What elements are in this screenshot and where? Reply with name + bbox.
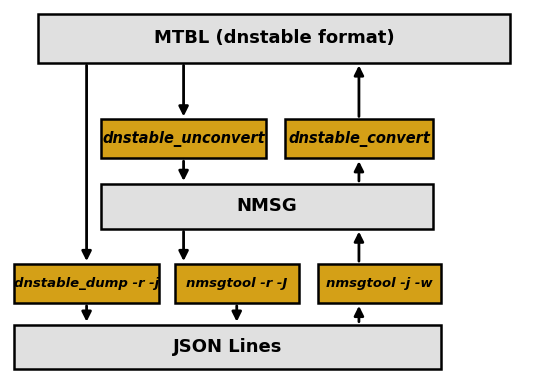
- FancyBboxPatch shape: [101, 184, 433, 229]
- Text: nmsgtool -j -w: nmsgtool -j -w: [326, 277, 433, 290]
- FancyBboxPatch shape: [14, 264, 159, 303]
- FancyBboxPatch shape: [318, 264, 441, 303]
- FancyBboxPatch shape: [101, 119, 266, 158]
- FancyBboxPatch shape: [14, 325, 441, 369]
- FancyBboxPatch shape: [38, 14, 510, 63]
- Text: MTBL (dnstable format): MTBL (dnstable format): [153, 29, 395, 47]
- FancyBboxPatch shape: [285, 119, 433, 158]
- Text: dnstable_dump -r -j: dnstable_dump -r -j: [14, 277, 159, 290]
- Text: JSON Lines: JSON Lines: [173, 338, 282, 356]
- Text: dnstable_unconvert: dnstable_unconvert: [102, 131, 265, 147]
- Text: nmsgtool -r -J: nmsgtool -r -J: [186, 277, 288, 290]
- FancyBboxPatch shape: [175, 264, 299, 303]
- Text: dnstable_convert: dnstable_convert: [288, 131, 430, 147]
- Text: NMSG: NMSG: [237, 197, 298, 215]
